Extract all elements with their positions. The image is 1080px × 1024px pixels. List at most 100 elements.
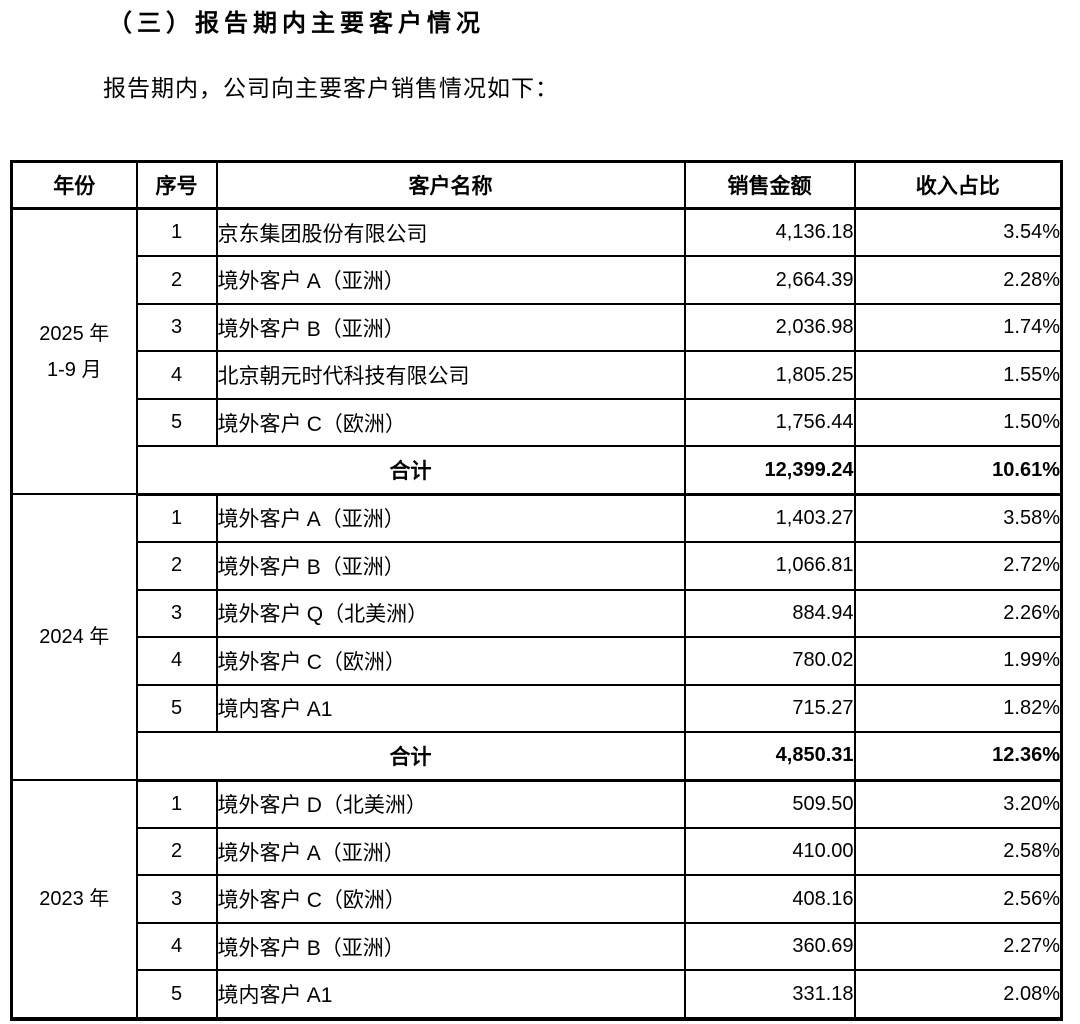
latin-text: A — [306, 508, 321, 532]
customer-name-cell: 境外客户 Q（北美洲） — [215, 588, 686, 639]
customer-name-cell: 境内客户 A1 — [215, 969, 686, 1020]
table-row: 2025 年 1-9 月 1 京东集团股份有限公司 4,136.18 3.54% — [10, 207, 1063, 496]
customer-name-cell: 境外客户 B（亚洲） — [215, 302, 686, 353]
sales-amount-cell: 4,136.18 — [683, 207, 856, 258]
sales-amount-cell: 410.00 — [683, 826, 856, 877]
row-index-cell: 5 — [135, 397, 218, 448]
revenue-share-cell: 1.99% — [853, 636, 1063, 686]
col-header-index: 序号 — [135, 160, 218, 210]
year-cell: 2024 年 — [10, 493, 138, 781]
table-row: 4 境外客户 B（亚洲） 360.69 2.27% — [12, 921, 1063, 972]
table-row: 3 境外客户 C（欧洲） 408.16 2.56% — [12, 874, 1063, 924]
row-index-cell: 5 — [135, 969, 218, 1020]
col-header-amount: 销售金额 — [683, 160, 856, 210]
customer-name-cell: 境外客户 B（亚洲） — [215, 541, 686, 591]
revenue-share-cell: 2.26% — [853, 588, 1063, 639]
customer-name-cell: 境外客户 B（亚洲） — [215, 921, 686, 972]
year-label-line: 2024 年 — [39, 626, 110, 649]
total-label-cell: 合计 — [135, 445, 686, 496]
row-index-cell: 4 — [135, 350, 218, 400]
row-index-cell: 1 — [135, 779, 218, 829]
table-row: 2 境外客户 A（亚洲） 410.00 2.58% — [12, 826, 1063, 877]
total-amount-cell: 4,850.31 — [683, 731, 856, 782]
latin-text: C — [306, 889, 322, 913]
year-label-line: 2025 年 — [39, 322, 110, 345]
table-row: 4 境外客户 C（欧洲） 780.02 1.99% — [12, 636, 1063, 686]
row-index-cell: 3 — [135, 302, 218, 353]
sales-amount-cell: 509.50 — [683, 779, 856, 829]
revenue-share-cell: 3.58% — [853, 493, 1063, 544]
revenue-share-cell: 1.82% — [853, 683, 1063, 734]
table-row: 5 境内客户 A1 331.18 2.08% — [12, 969, 1063, 1020]
year-cell: 2023 年 — [10, 779, 138, 1020]
sales-amount-cell: 715.27 — [683, 683, 856, 734]
revenue-share-cell: 1.74% — [853, 302, 1063, 353]
revenue-share-cell: 2.72% — [853, 541, 1063, 591]
table-row: 2023 年 1 境外客户 D（北美洲） 509.50 3.20% — [10, 779, 1063, 1020]
customer-name-cell: 境内客户 A1 — [215, 683, 686, 734]
sales-amount-cell: 408.16 — [683, 874, 856, 924]
latin-text: C — [306, 650, 322, 674]
row-index-cell: 4 — [135, 921, 218, 972]
row-index-cell: 1 — [135, 493, 218, 544]
year-cell: 2025 年 1-9 月 — [10, 207, 138, 496]
latin-text: A — [306, 270, 321, 294]
table-row: 3 境外客户 Q（北美洲） 884.94 2.26% — [12, 588, 1063, 639]
customer-name-cell: 北京朝元时代科技有限公司 — [215, 350, 686, 400]
year-label-line: 1-9 月 — [47, 358, 102, 381]
revenue-share-cell: 2.58% — [853, 826, 1063, 877]
section-total-row: 合计 4,850.31 12.36% — [12, 731, 1063, 782]
row-index-cell: 2 — [135, 541, 218, 591]
table-row: 2 境外客户 A（亚洲） 2,664.39 2.28% — [12, 255, 1063, 305]
section-total-row: 合计 12,399.24 10.61% — [12, 445, 1063, 496]
total-label-cell: 合计 — [135, 731, 686, 782]
sales-amount-cell: 331.18 — [683, 969, 856, 1020]
table-row: 5 境外客户 C（欧洲） 1,756.44 1.50% — [12, 397, 1063, 448]
customer-name-cell: 境外客户 C（欧洲） — [215, 636, 686, 686]
sales-amount-cell: 884.94 — [683, 588, 856, 639]
year-label-line: 2023 年 — [39, 888, 110, 910]
latin-text: Q — [306, 603, 324, 627]
revenue-share-cell: 3.54% — [853, 207, 1063, 258]
latin-text: B — [306, 936, 321, 960]
latin-text: C — [306, 412, 322, 436]
sales-amount-cell: 1,066.81 — [683, 541, 856, 591]
customer-name-cell: 境外客户 D（北美洲） — [215, 779, 686, 829]
table-row: 3 境外客户 B（亚洲） 2,036.98 1.74% — [12, 302, 1063, 353]
row-index-cell: 5 — [135, 683, 218, 734]
col-header-year: 年份 — [10, 160, 138, 210]
revenue-share-cell: 1.55% — [853, 350, 1063, 400]
latin-text: B — [306, 317, 321, 341]
row-index-cell: 2 — [135, 255, 218, 305]
revenue-share-cell: 2.27% — [853, 921, 1063, 972]
customer-name-cell: 境外客户 A（亚洲） — [215, 826, 686, 877]
latin-text: B — [306, 555, 321, 579]
revenue-share-cell: 1.50% — [853, 397, 1063, 448]
col-header-customer: 客户名称 — [215, 160, 686, 210]
latin-text: A1 — [306, 984, 333, 1008]
sales-amount-cell: 1,805.25 — [683, 350, 856, 400]
major-customers-table: 年份 序号 客户名称 销售金额 收入占比 2025 年 1-9 月 1 京东集团股份有… — [10, 160, 1063, 1021]
sales-amount-cell: 2,036.98 — [683, 302, 856, 353]
sales-amount-cell: 2,664.39 — [683, 255, 856, 305]
intro-paragraph: 报告期内，公司向主要客户销售情况如下： — [103, 76, 559, 101]
revenue-share-cell: 2.28% — [853, 255, 1063, 305]
sales-amount-cell: 1,756.44 — [683, 397, 856, 448]
table-row: 4 北京朝元时代科技有限公司 1,805.25 1.55% — [12, 350, 1063, 400]
row-index-cell: 3 — [135, 588, 218, 639]
table-row: 2024 年 1 境外客户 A（亚洲） 1,403.27 3.58% — [10, 493, 1063, 781]
revenue-share-cell: 2.08% — [853, 969, 1063, 1020]
row-index-cell: 3 — [135, 874, 218, 924]
table-row: 5 境内客户 A1 715.27 1.82% — [12, 683, 1063, 734]
customer-name-cell: 境外客户 A（亚洲） — [215, 255, 686, 305]
total-share-cell: 12.36% — [853, 731, 1063, 782]
total-amount-cell: 12,399.24 — [683, 445, 856, 496]
latin-text: A — [306, 841, 321, 865]
col-header-share: 收入占比 — [853, 160, 1063, 210]
customer-name-cell: 境外客户 C（欧洲） — [215, 397, 686, 448]
latin-text: D — [306, 794, 322, 818]
sales-amount-cell: 360.69 — [683, 921, 856, 972]
section-heading: （三）报告期内主要客户情况 — [108, 10, 485, 37]
revenue-share-cell: 3.20% — [853, 779, 1063, 829]
sales-amount-cell: 1,403.27 — [683, 493, 856, 544]
